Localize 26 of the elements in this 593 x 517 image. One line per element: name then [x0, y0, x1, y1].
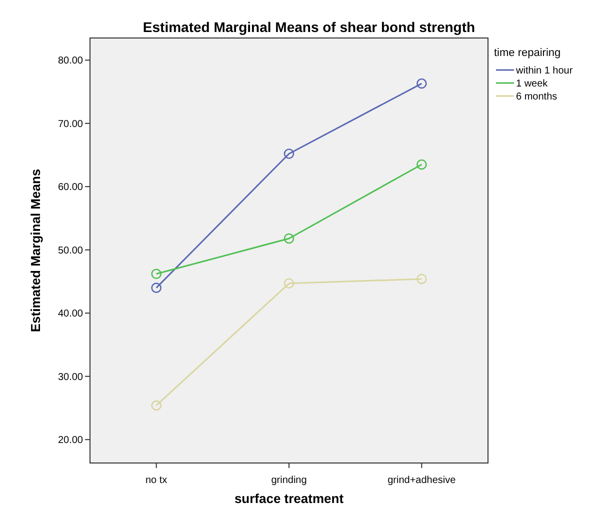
legend-label: 6 months	[516, 92, 558, 102]
y-tick-label: 20.00	[58, 435, 84, 446]
chart-title: Estimated Marginal Means of shear bond strength	[142, 19, 476, 35]
x-tick-label: grind+adhesive	[388, 475, 456, 486]
x-tick-label: grinding	[271, 475, 307, 486]
point	[151, 400, 162, 411]
point	[416, 78, 427, 89]
point	[284, 278, 294, 289]
point	[416, 274, 427, 284]
legend-label: within 1 hour	[515, 66, 574, 76]
y-tick-label: 70.00	[58, 118, 84, 130]
point	[284, 148, 294, 159]
point	[284, 233, 294, 244]
y-axis-title: Estimated Marginal Means	[28, 168, 43, 332]
y-tick-label: 80.00	[58, 56, 84, 67]
y-tick-label: 60.00	[58, 182, 84, 194]
y-tick-label: 50.00	[58, 245, 84, 256]
point	[416, 159, 427, 170]
point	[151, 282, 162, 293]
x-tick-label: no tx	[145, 475, 168, 486]
point	[151, 268, 162, 280]
x-axis-title: surface treatment	[234, 491, 344, 506]
y-tick-label: 30.00	[58, 372, 84, 383]
legend-label: 1 week	[516, 78, 549, 90]
y-tick-label: 40.00	[58, 308, 84, 320]
legend-title: time repairing	[494, 47, 561, 59]
